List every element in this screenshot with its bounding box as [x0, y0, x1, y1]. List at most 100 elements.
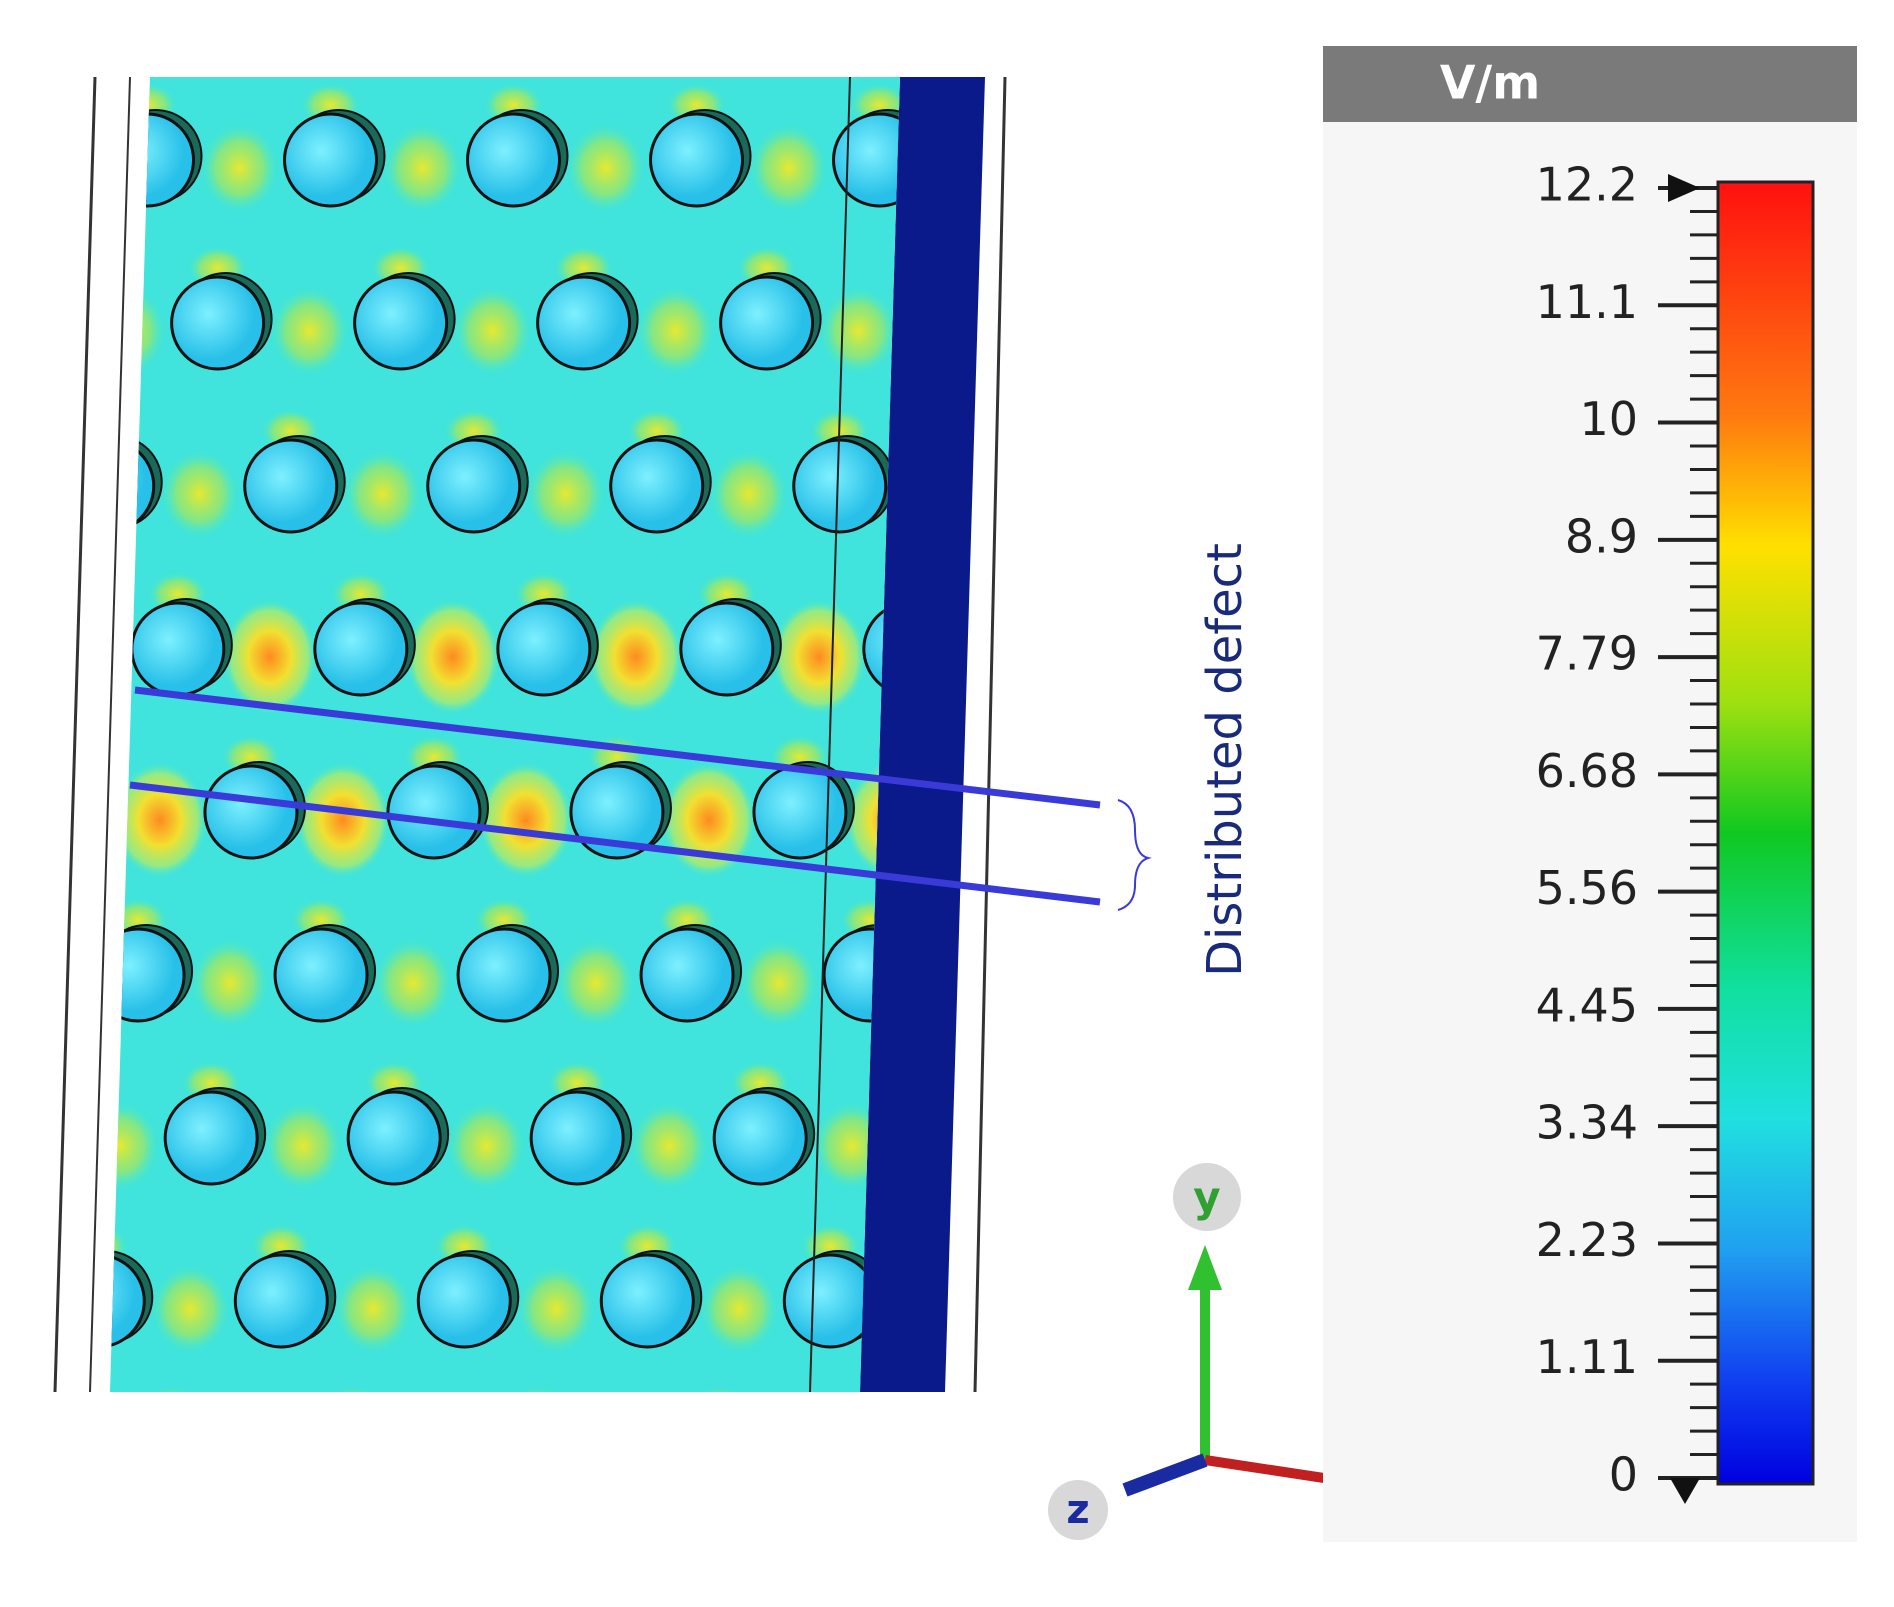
hole-shadow — [865, 1414, 957, 1506]
hot-spot — [1075, 449, 1155, 539]
hole — [466, 112, 562, 208]
hot-spot — [0, 1061, 58, 1105]
hole-shadow — [975, 1251, 1067, 1343]
tick-label: 4.45 — [1536, 978, 1638, 1032]
hole-shadow — [951, 0, 1043, 39]
hot-spot — [993, 409, 1053, 453]
legend-header — [1323, 46, 1857, 122]
hole — [649, 112, 745, 208]
hole — [719, 275, 815, 371]
defect-line — [129, 781, 1101, 906]
hot-spot — [159, 449, 240, 539]
hot-spot — [38, 735, 98, 779]
hole — [28, 0, 120, 43]
hot-spot — [507, 1387, 568, 1392]
hot-spot — [0, 762, 25, 878]
hole — [1087, 277, 1179, 369]
tick-label: 2.23 — [1536, 1213, 1638, 1267]
hole — [243, 438, 339, 534]
hole — [943, 0, 1035, 43]
hole — [792, 438, 888, 534]
hot-spot — [0, 449, 57, 539]
hole — [313, 601, 409, 697]
hole — [125, 1418, 217, 1510]
hot-spot — [587, 599, 684, 715]
hole — [0, 929, 1, 1021]
hot-spot — [1185, 286, 1265, 376]
hot-spot — [858, 0, 938, 50]
hole — [491, 1418, 583, 1510]
hot-spot — [263, 1101, 344, 1191]
hot-spot — [525, 449, 606, 539]
hole — [110, 1253, 146, 1349]
hole — [1017, 114, 1109, 206]
hole — [609, 438, 705, 534]
hole-shadow — [36, 0, 128, 39]
color-legend: V/m 12.2 11.1 10 8.9 7.79 6.68 5.56 4.45 3.34 2.2… — [1323, 46, 1857, 1542]
hole — [170, 275, 266, 371]
tick-label: 11.1 — [1536, 275, 1638, 329]
hole — [496, 601, 592, 697]
hot-spot — [7, 938, 87, 1028]
hole — [760, 0, 852, 43]
legend-unit: V/m — [1440, 56, 1540, 110]
hot-spot — [739, 938, 820, 1028]
hole — [273, 927, 369, 1023]
hot-spot — [690, 1387, 751, 1392]
hot-spot — [110, 1101, 161, 1191]
hole — [0, 1418, 34, 1510]
max-arrow — [1668, 174, 1700, 202]
hot-spot — [635, 286, 716, 376]
hot-spot — [1063, 572, 1123, 616]
hot-spot — [373, 938, 454, 1028]
hole — [110, 112, 196, 208]
hot-spot — [772, 1427, 852, 1517]
hot-spot — [150, 1264, 231, 1354]
hot-spot — [190, 938, 271, 1028]
annotation: Distributed defect — [1197, 543, 1253, 977]
hole — [353, 275, 449, 371]
hole — [110, 764, 116, 860]
hole — [394, 0, 486, 43]
hot-spot — [477, 762, 574, 878]
hot-spot — [294, 762, 391, 878]
hole — [1007, 929, 1099, 1021]
brace — [1117, 799, 1152, 911]
hole — [233, 1253, 329, 1349]
axis-label: y — [1193, 1173, 1220, 1222]
hole — [203, 764, 299, 860]
hot-spot — [818, 286, 899, 376]
hole — [456, 927, 552, 1023]
tick-label: 12.2 — [1536, 158, 1638, 212]
hole-shadow — [682, 1414, 774, 1506]
hot-spot — [342, 449, 423, 539]
hole-shadow — [1015, 925, 1107, 1017]
hole — [0, 603, 41, 695]
hot-spot — [1023, 898, 1083, 942]
hole — [426, 438, 522, 534]
hole — [832, 112, 900, 208]
hot-spot — [589, 1427, 669, 1517]
hole — [1047, 603, 1139, 695]
hot-spot — [141, 1387, 202, 1392]
hole — [674, 1418, 766, 1510]
hot-spot — [1033, 83, 1093, 127]
hole-shadow — [133, 1414, 225, 1506]
tick-label: 10 — [1579, 392, 1638, 446]
tick-label: 8.9 — [1565, 509, 1638, 563]
hot-spot — [223, 1427, 303, 1517]
hot-spot — [699, 1264, 780, 1354]
hot-spot — [324, 1387, 385, 1392]
hole — [977, 440, 1069, 532]
hole-shadow — [402, 0, 494, 39]
hole — [163, 1090, 259, 1186]
hot-spot — [382, 123, 463, 213]
tick-label: 0 — [1609, 1448, 1638, 1502]
hot-spot — [770, 599, 867, 715]
hot-spot — [17, 123, 97, 213]
hole — [569, 764, 665, 860]
hole-shadow — [0, 925, 9, 1017]
hole-shadow — [1095, 273, 1187, 365]
